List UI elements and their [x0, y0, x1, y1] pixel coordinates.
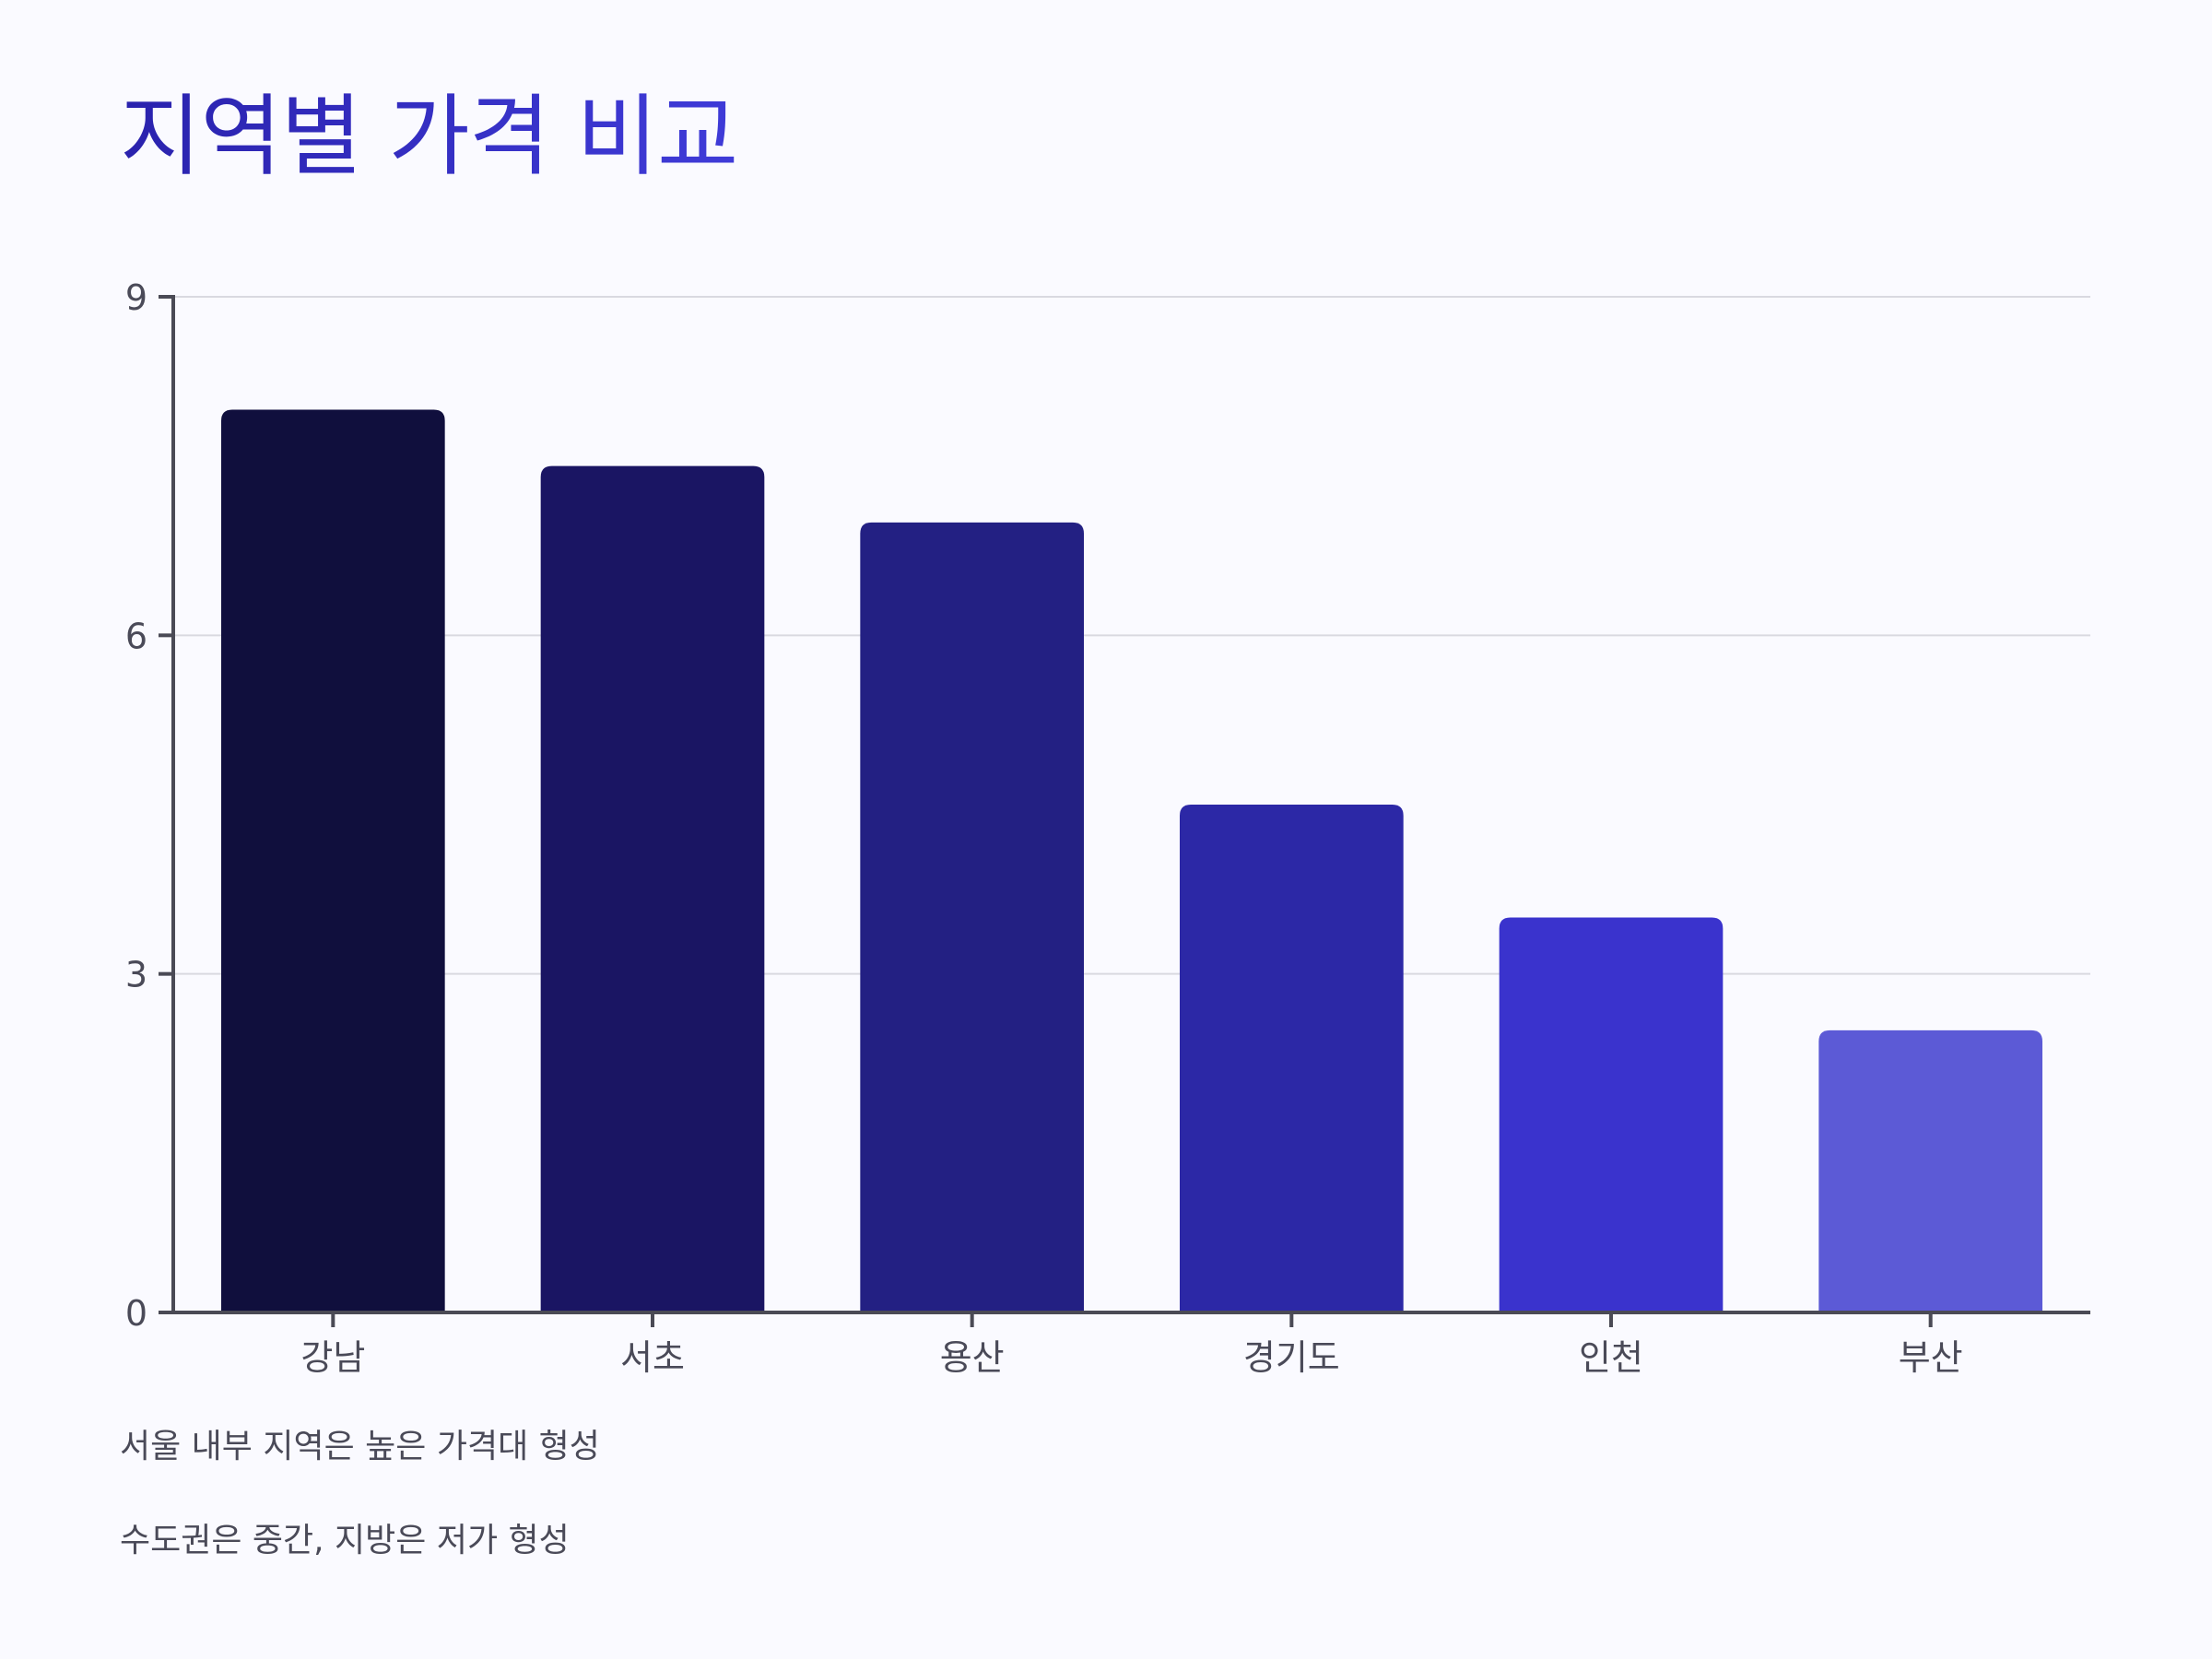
bar-강남 [221, 409, 445, 1312]
tick-labels: 0 3 6 9 강남 서초 용산 경기도 인천 부산 [125, 277, 1963, 1378]
x-tick-label-경기도: 경기도 [1243, 1337, 1340, 1378]
gridlines [173, 296, 2090, 975]
axes [159, 295, 2090, 1327]
x-tick-label-용산: 용산 [940, 1337, 1005, 1378]
y-tick-label-6: 6 [125, 616, 147, 656]
x-tick-label-인천: 인천 [1579, 1337, 1643, 1378]
bar-용산 [860, 522, 1084, 1312]
bar-경기도 [1180, 805, 1404, 1312]
bar-인천 [1499, 917, 1724, 1312]
x-tick-label-부산: 부산 [1899, 1337, 1963, 1378]
y-tick-label-3: 3 [125, 955, 147, 995]
bar-부산 [1818, 1030, 2042, 1312]
bars [221, 409, 2042, 1313]
note-seoul: 서울 내부 지역은 높은 가격대 형성 [120, 1428, 600, 1465]
chart-title: 지역별 가격 비교 [120, 85, 738, 188]
x-tick-label-서초: 서초 [620, 1337, 685, 1378]
note-regional: 수도권은 중간, 지방은 저가 형성 [120, 1522, 570, 1559]
x-tick-label-강남: 강남 [300, 1337, 365, 1378]
bar-서초 [540, 465, 765, 1313]
y-tick-label-0: 0 [125, 1293, 147, 1334]
y-tick-label-9: 9 [125, 277, 147, 318]
